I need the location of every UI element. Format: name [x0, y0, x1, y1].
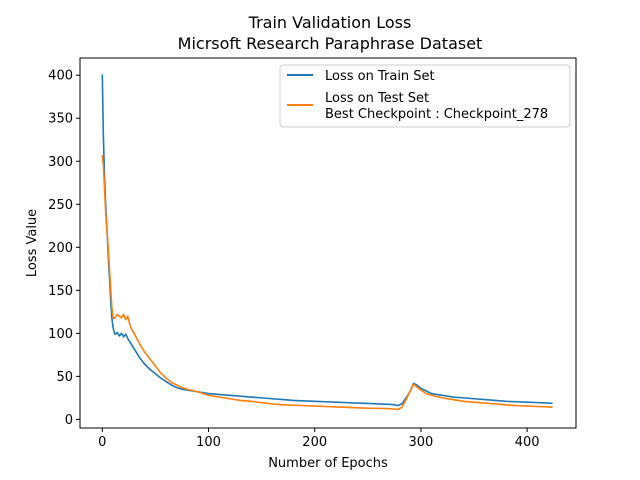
y-tick-label: 300 — [48, 155, 73, 170]
y-tick-label: 100 — [48, 327, 73, 342]
x-axis-label: Number of Epochs — [268, 456, 388, 471]
plot-area — [101, 74, 553, 411]
plot-frame — [79, 57, 577, 429]
legend-box — [279, 64, 571, 128]
chart-title: Train Validation Loss — [248, 13, 412, 32]
series-line-1 — [101, 155, 553, 411]
series-line-0 — [101, 74, 553, 407]
y-tick-label: 50 — [56, 370, 73, 385]
y-tick-label: 250 — [48, 198, 73, 213]
y-tick-label: 200 — [48, 241, 73, 256]
chart-subtitle: Micrsoft Research Paraphrase Dataset — [178, 34, 483, 53]
y-tick-label: 350 — [48, 112, 73, 127]
x-tick-label: 100 — [196, 435, 221, 450]
legend-label-train: Loss on Train Set — [325, 69, 435, 84]
y-axis-ticks: 0 50 100 150 200 250 300 350 400 — [48, 69, 80, 428]
legend-label-test: Loss on Test Set — [325, 91, 429, 106]
x-tick-label: 400 — [515, 435, 540, 450]
x-axis-ticks: 0 100 200 300 400 — [98, 428, 540, 450]
x-tick-label: 0 — [98, 435, 106, 450]
y-axis-label: Loss Value — [25, 209, 40, 277]
x-tick-label: 200 — [302, 435, 327, 450]
legend-label-best-checkpoint: Best Checkpoint : Checkpoint_278 — [325, 107, 548, 122]
x-tick-label: 300 — [409, 435, 434, 450]
y-tick-label: 150 — [48, 284, 73, 299]
y-tick-label: 0 — [65, 413, 73, 428]
y-tick-label: 400 — [48, 69, 73, 84]
legend: Loss on Train Set Loss on Test Set Best … — [279, 64, 571, 128]
